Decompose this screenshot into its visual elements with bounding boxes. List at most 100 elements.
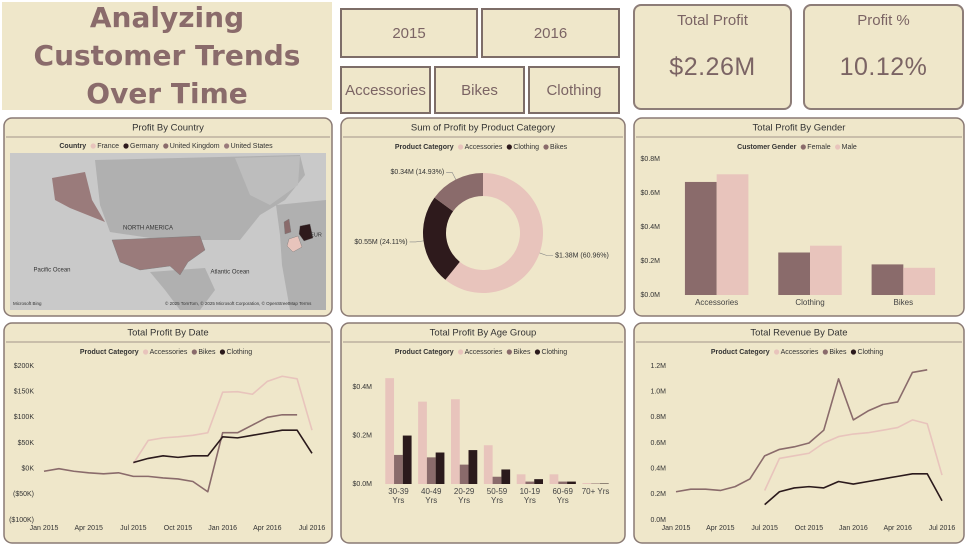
legend-label: Clothing xyxy=(513,144,539,151)
legend-label: Female xyxy=(807,144,830,151)
x-tick-label: Oct 2015 xyxy=(795,525,824,532)
bar xyxy=(451,399,460,484)
panel-title: Total Profit By Date xyxy=(127,328,208,339)
x-tick-label: 70+ Yrs xyxy=(581,487,610,496)
legend-label: Clothing xyxy=(857,349,883,356)
year-slicer[interactable]: 2016 xyxy=(481,8,620,58)
y-tick-label: 0.0M xyxy=(650,517,666,524)
line-series xyxy=(133,429,313,464)
bar xyxy=(483,445,493,484)
legend-swatch xyxy=(773,349,780,355)
legend-swatch xyxy=(506,349,512,355)
bar xyxy=(525,481,535,484)
legend-swatch xyxy=(543,144,549,150)
bar xyxy=(459,464,469,484)
legend-swatch xyxy=(534,349,541,355)
x-tick-label: Oct 2015 xyxy=(164,525,193,532)
x-tick-label: Jul 2016 xyxy=(929,525,956,532)
bar xyxy=(871,264,904,295)
y-tick-label: $0.4M xyxy=(641,224,661,231)
legend-label: Male xyxy=(842,144,857,151)
legend-label: United States xyxy=(231,143,274,150)
category-slicer[interactable]: Clothing xyxy=(528,66,620,114)
legend-title: Product Category xyxy=(711,349,770,356)
legend-swatch xyxy=(850,349,857,355)
y-tick-label: $0.8M xyxy=(641,156,661,163)
donut-slice xyxy=(434,173,483,212)
title-box: Analyzing Customer Trends Over Time xyxy=(2,1,332,110)
map-attribution: © 2025 TomTom, © 2025 Microsoft Corporat… xyxy=(165,300,312,306)
y-tick-label: $100K xyxy=(14,414,35,421)
category-slicer[interactable]: Bikes xyxy=(434,66,525,114)
country-shape xyxy=(52,172,105,222)
legend-swatch xyxy=(457,349,464,355)
bar xyxy=(810,245,842,295)
x-tick-label: Apr 2016 xyxy=(883,525,912,532)
x-tick-label: Apr 2015 xyxy=(706,525,735,532)
y-tick-label: $200K xyxy=(14,363,35,370)
data-label: $0.55M (24.11%) xyxy=(354,239,407,246)
x-tick-label: Clothing xyxy=(795,298,825,307)
panel xyxy=(633,322,965,544)
panel-title: Sum of Profit by Product Category xyxy=(411,123,555,134)
panel xyxy=(340,322,626,544)
map-land xyxy=(150,268,215,310)
line-series xyxy=(43,413,298,493)
x-tick-label: Jul 2016 xyxy=(299,525,326,532)
y-tick-label: $0.0M xyxy=(353,481,373,488)
x-tick-label: Jan 2016 xyxy=(839,525,868,532)
bar xyxy=(684,181,717,295)
legend-swatch xyxy=(219,349,226,355)
x-tick-label: Jul 2015 xyxy=(120,525,147,532)
y-tick-label: 0.8M xyxy=(650,414,666,421)
country-shape xyxy=(283,218,292,235)
country-shape xyxy=(111,235,206,276)
x-tick-label: Jan 2015 xyxy=(30,525,59,532)
legend-title: Product Category xyxy=(80,349,139,356)
bar xyxy=(558,481,568,484)
panel-title: Total Revenue By Date xyxy=(750,328,847,339)
legend-title: Product Category xyxy=(395,349,454,356)
dashboard-title: Analyzing Customer Trends Over Time xyxy=(33,1,301,110)
y-tick-label: ($50K) xyxy=(13,491,34,498)
legend-label: Accessories xyxy=(781,349,819,356)
category-slicer[interactable]: Accessories xyxy=(340,66,431,114)
map-land xyxy=(235,156,300,205)
bar xyxy=(468,450,478,484)
x-tick-label: 10-19 Yrs xyxy=(519,487,541,505)
donut-slice xyxy=(423,197,460,280)
bar xyxy=(567,481,576,484)
legend-swatch xyxy=(90,143,96,149)
leader-line xyxy=(539,252,554,256)
map-label: Atlantic Ocean xyxy=(210,270,249,276)
y-tick-label: 0.4M xyxy=(650,466,666,473)
legend-swatch xyxy=(191,349,197,355)
bar xyxy=(778,252,810,295)
y-tick-label: $0K xyxy=(22,466,35,473)
x-tick-label: Bikes xyxy=(893,298,914,307)
y-tick-label: ($100K) xyxy=(9,517,34,524)
bar xyxy=(501,469,511,484)
bar xyxy=(385,378,395,484)
legend-label: Bikes xyxy=(198,349,216,356)
leader-line xyxy=(446,172,457,180)
line-series xyxy=(132,375,313,464)
line-series xyxy=(675,369,928,493)
bar xyxy=(394,454,403,484)
year-slicer[interactable]: 2015 xyxy=(340,8,478,58)
y-tick-label: 0.6M xyxy=(650,440,666,447)
panel-title: Total Profit By Gender xyxy=(753,123,846,134)
x-tick-label: Jan 2015 xyxy=(662,525,691,532)
map-label: Pacific Ocean xyxy=(33,268,70,274)
legend-label: Bikes xyxy=(550,144,568,151)
data-label: $1.38M (60.96%) xyxy=(555,252,609,259)
map-label: NORTH AMERICA xyxy=(123,226,173,232)
kpi-card: Profit % 10.12% xyxy=(803,4,964,110)
legend-label: Accessories xyxy=(150,349,188,356)
y-tick-label: $0.2M xyxy=(353,432,373,439)
x-tick-label: Accessories xyxy=(695,298,739,307)
panel xyxy=(3,322,333,544)
legend-label: Bikes xyxy=(829,349,847,356)
bar xyxy=(716,174,749,295)
bar xyxy=(418,401,427,484)
